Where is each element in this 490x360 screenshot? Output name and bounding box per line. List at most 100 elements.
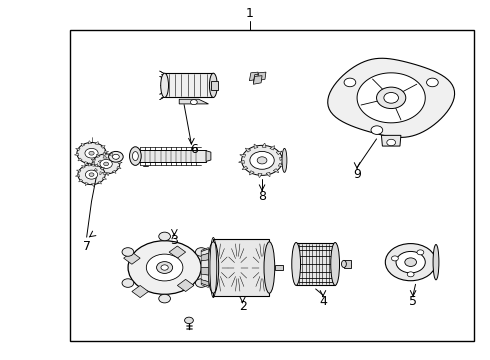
Polygon shape: [92, 162, 95, 166]
Polygon shape: [103, 156, 107, 158]
Circle shape: [122, 279, 134, 287]
Circle shape: [161, 265, 168, 270]
Polygon shape: [262, 143, 266, 148]
Polygon shape: [82, 165, 85, 168]
Polygon shape: [98, 181, 101, 184]
Circle shape: [104, 162, 109, 166]
Polygon shape: [96, 154, 100, 158]
Bar: [296, 243, 335, 285]
Ellipse shape: [342, 260, 346, 267]
Polygon shape: [109, 153, 113, 156]
Polygon shape: [85, 162, 88, 165]
Polygon shape: [79, 179, 83, 182]
Bar: [132, 285, 148, 298]
Circle shape: [85, 148, 98, 158]
Polygon shape: [75, 148, 80, 151]
Circle shape: [77, 143, 106, 164]
Polygon shape: [100, 167, 104, 170]
Polygon shape: [115, 157, 119, 159]
Circle shape: [417, 250, 424, 255]
Bar: [70, 30, 474, 341]
Bar: [211, 81, 218, 90]
Polygon shape: [270, 146, 275, 150]
Polygon shape: [95, 141, 98, 145]
Circle shape: [89, 151, 94, 155]
Polygon shape: [112, 170, 116, 174]
Text: 2: 2: [239, 300, 246, 313]
Polygon shape: [206, 151, 211, 161]
Polygon shape: [179, 99, 208, 104]
Circle shape: [159, 232, 171, 241]
Ellipse shape: [209, 73, 217, 98]
Circle shape: [387, 139, 395, 146]
Circle shape: [89, 173, 94, 176]
Polygon shape: [98, 160, 102, 163]
Polygon shape: [100, 172, 103, 175]
Polygon shape: [106, 172, 109, 176]
Polygon shape: [103, 152, 106, 155]
Ellipse shape: [161, 73, 169, 98]
Ellipse shape: [132, 152, 138, 161]
Text: 7: 7: [83, 240, 91, 253]
Polygon shape: [242, 166, 248, 170]
Polygon shape: [381, 135, 401, 146]
Polygon shape: [249, 171, 254, 175]
Polygon shape: [253, 74, 262, 82]
Circle shape: [385, 244, 436, 281]
Polygon shape: [74, 153, 79, 156]
Bar: [169, 246, 186, 258]
Polygon shape: [101, 145, 105, 148]
Circle shape: [157, 262, 172, 273]
Circle shape: [257, 157, 267, 164]
Polygon shape: [76, 170, 81, 172]
Bar: [344, 260, 351, 267]
Circle shape: [344, 78, 356, 87]
Polygon shape: [201, 253, 208, 261]
Polygon shape: [258, 173, 262, 177]
Bar: [123, 252, 140, 264]
Circle shape: [85, 170, 98, 179]
Bar: [213, 239, 270, 296]
Polygon shape: [240, 154, 246, 157]
Polygon shape: [280, 157, 285, 160]
Polygon shape: [201, 249, 208, 255]
Circle shape: [191, 100, 197, 105]
Polygon shape: [201, 248, 208, 252]
Polygon shape: [75, 175, 80, 177]
Text: 5: 5: [409, 295, 417, 308]
Polygon shape: [273, 168, 279, 173]
Text: 4: 4: [319, 295, 327, 308]
Polygon shape: [357, 73, 425, 123]
Circle shape: [427, 78, 438, 87]
Ellipse shape: [292, 243, 300, 285]
Text: 8: 8: [258, 190, 266, 203]
Circle shape: [250, 152, 274, 169]
Circle shape: [113, 154, 119, 159]
Circle shape: [407, 272, 414, 277]
Ellipse shape: [129, 147, 141, 165]
Circle shape: [109, 152, 123, 162]
Polygon shape: [104, 151, 108, 153]
Circle shape: [242, 145, 283, 175]
Circle shape: [396, 251, 425, 273]
Bar: [177, 279, 194, 292]
Polygon shape: [117, 166, 121, 168]
Polygon shape: [253, 76, 262, 84]
Polygon shape: [201, 267, 208, 275]
Bar: [165, 73, 213, 98]
Circle shape: [405, 258, 416, 266]
Polygon shape: [254, 144, 258, 148]
Polygon shape: [118, 162, 122, 164]
Circle shape: [122, 248, 134, 256]
Polygon shape: [102, 177, 106, 179]
Ellipse shape: [264, 242, 275, 293]
Polygon shape: [245, 148, 251, 152]
Bar: [275, 265, 284, 270]
Polygon shape: [201, 274, 208, 282]
Polygon shape: [201, 283, 208, 288]
Polygon shape: [88, 141, 92, 144]
Ellipse shape: [433, 244, 439, 280]
Polygon shape: [92, 183, 95, 186]
Polygon shape: [278, 163, 284, 166]
Circle shape: [376, 87, 406, 109]
